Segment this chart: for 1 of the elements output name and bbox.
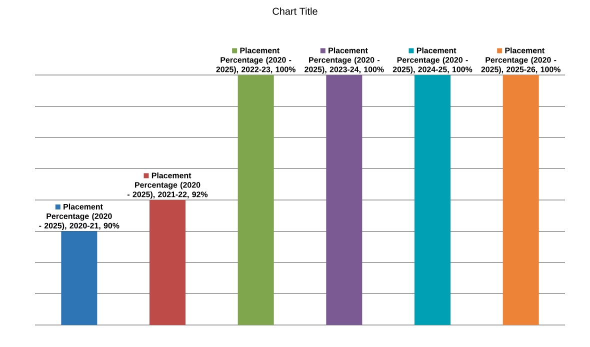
chart-title: Chart Title xyxy=(272,8,318,15)
